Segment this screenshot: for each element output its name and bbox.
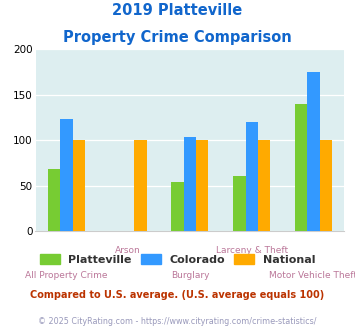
Text: 2019 Platteville: 2019 Platteville [113,3,242,18]
Text: All Property Crime: All Property Crime [25,271,108,280]
Text: Larceny & Theft: Larceny & Theft [215,246,288,254]
Legend: Platteville, Colorado, National: Platteville, Colorado, National [36,251,319,268]
Bar [72,140,85,231]
Bar [233,176,246,231]
Bar [134,140,147,231]
Bar [320,140,332,231]
Bar [307,72,320,231]
Bar [295,104,307,231]
Text: Property Crime Comparison: Property Crime Comparison [63,30,292,45]
Bar [60,119,72,231]
Bar [184,137,196,231]
Text: Motor Vehicle Theft: Motor Vehicle Theft [269,271,355,280]
Bar [246,122,258,231]
Text: Compared to U.S. average. (U.S. average equals 100): Compared to U.S. average. (U.S. average … [31,290,324,300]
Bar [258,140,270,231]
Bar [171,182,184,231]
Bar [196,140,208,231]
Text: © 2025 CityRating.com - https://www.cityrating.com/crime-statistics/: © 2025 CityRating.com - https://www.city… [38,317,317,326]
Text: Burglary: Burglary [171,271,209,280]
Text: Arson: Arson [115,246,141,254]
Bar [48,169,60,231]
